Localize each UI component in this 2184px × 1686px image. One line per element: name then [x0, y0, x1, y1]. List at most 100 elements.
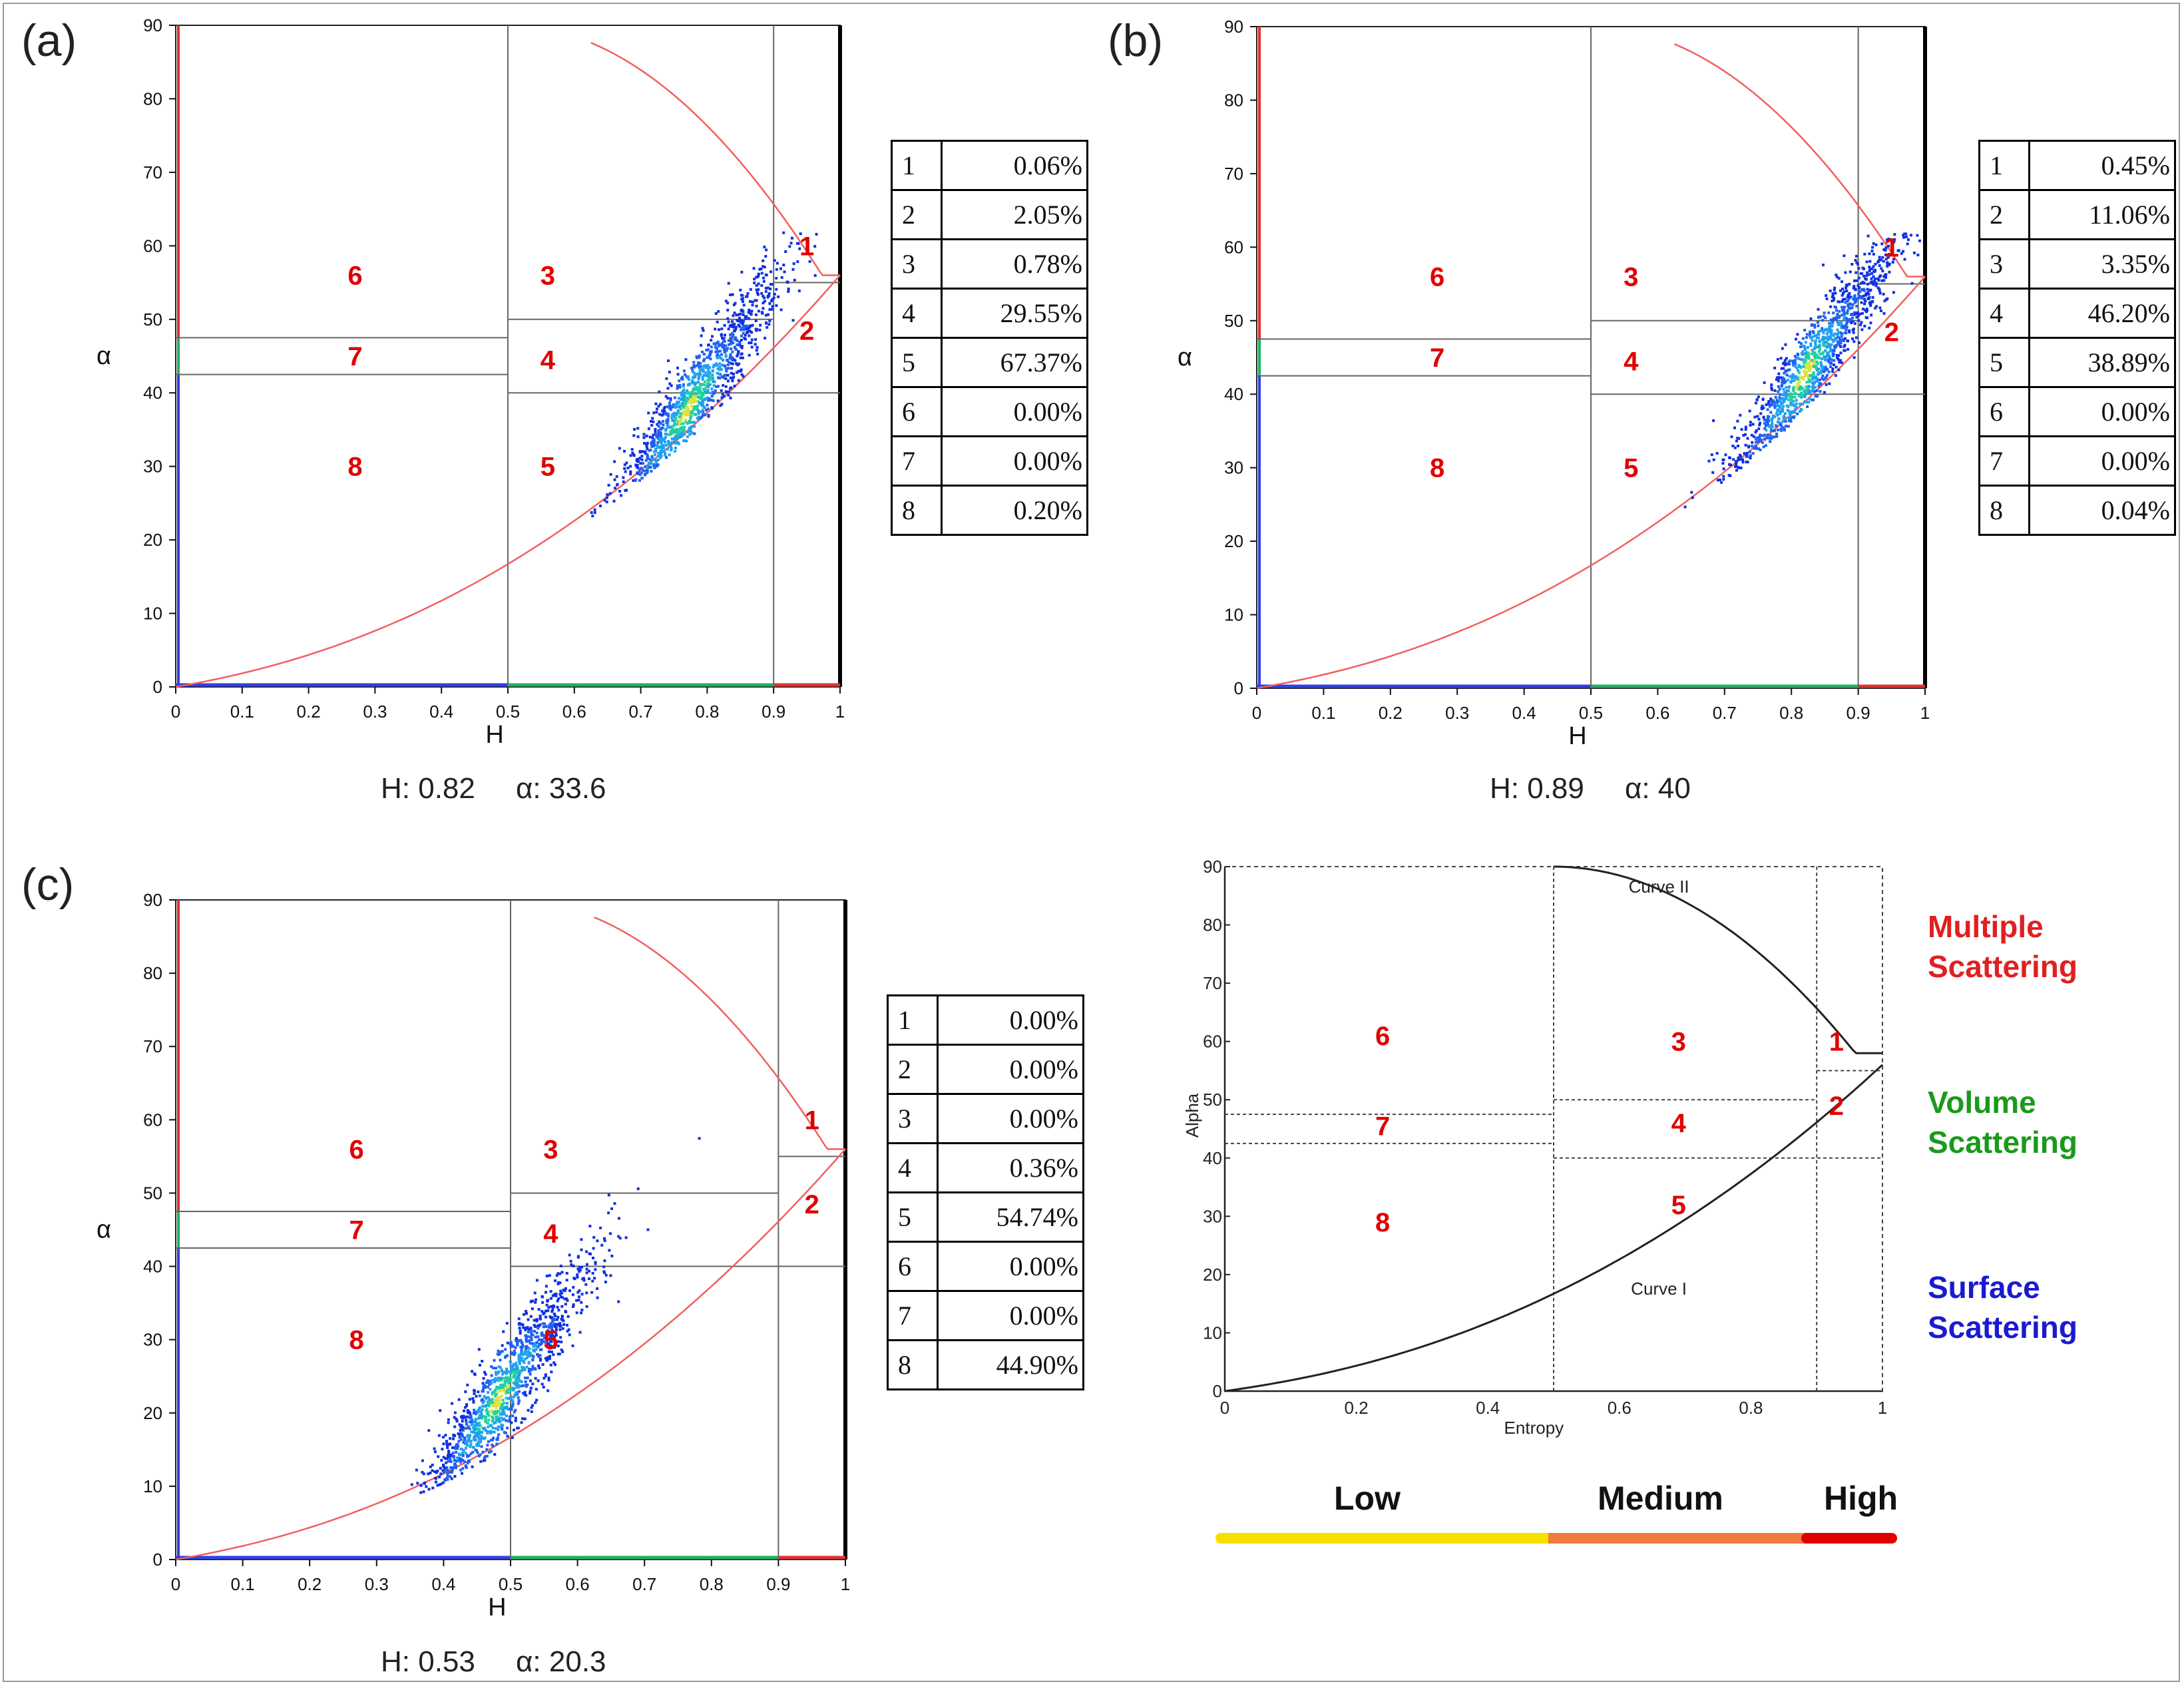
scatter-point: [664, 395, 668, 398]
panel-c-ytick-label: 80: [143, 963, 162, 983]
scatter-point: [546, 1342, 549, 1345]
scatter-point: [757, 275, 760, 278]
scatter-point: [503, 1370, 507, 1374]
scatter-point: [642, 433, 646, 436]
scatter-point: [477, 1454, 481, 1458]
legend-multiple-line1: Multiple: [1928, 909, 2044, 944]
scatter-point: [1870, 314, 1873, 317]
scatter-point: [658, 437, 662, 441]
scatter-point: [533, 1319, 536, 1322]
scatter-point: [692, 400, 696, 403]
scatter-point: [1786, 395, 1789, 398]
scatter-point: [684, 399, 687, 403]
scatter-point: [516, 1341, 519, 1344]
scatter-point: [564, 1303, 567, 1306]
zone-percentage: 44.90%: [937, 1339, 1084, 1390]
scatter-point: [638, 450, 642, 453]
scatter-point: [1886, 256, 1890, 259]
scatter-point: [1777, 429, 1780, 431]
panel-c-ytick-label: 20: [143, 1403, 162, 1423]
scatter-point: [557, 1309, 560, 1312]
scatter-point: [1874, 282, 1878, 285]
scatter-point: [1811, 359, 1814, 362]
scatter-point: [1747, 445, 1751, 448]
scatter-point: [668, 433, 671, 437]
scatter-point: [509, 1395, 513, 1398]
scatter-point: [1791, 399, 1794, 402]
scatter-point: [646, 447, 649, 451]
scatter-point: [525, 1336, 528, 1339]
scatter-point: [701, 375, 704, 379]
ref-xtick-label: 0.2: [1345, 1398, 1369, 1418]
scatter-point: [507, 1420, 511, 1423]
scatter-point: [478, 1394, 481, 1398]
scatter-point: [1827, 360, 1831, 363]
scatter-point: [1906, 242, 1909, 246]
scatter-point: [741, 322, 744, 325]
scatter-point: [1819, 315, 1822, 318]
scatter-point: [1825, 297, 1829, 300]
scatter-point: [751, 323, 754, 327]
scatter-point: [483, 1436, 487, 1439]
scatter-point: [1869, 304, 1872, 308]
scatter-point: [477, 1440, 481, 1443]
scatter-point: [716, 399, 720, 403]
scatter-point: [656, 437, 660, 440]
scatter-point: [721, 337, 724, 339]
scatter-point: [1853, 322, 1856, 325]
scatter-point: [511, 1398, 514, 1402]
scatter-point: [448, 1471, 451, 1474]
scatter-point: [1853, 298, 1856, 301]
scatter-point: [512, 1363, 515, 1366]
scatter-point: [1789, 415, 1793, 419]
panel-b-xtick-label: 0.7: [1713, 703, 1737, 723]
scatter-point: [1829, 325, 1833, 327]
scatter-point: [585, 1263, 588, 1266]
scatter-point: [441, 1448, 444, 1451]
scatter-point: [585, 1250, 588, 1253]
scatter-point: [564, 1297, 568, 1301]
scatter-point: [494, 1388, 497, 1392]
scatter-point: [548, 1344, 552, 1347]
scatter-point: [497, 1376, 500, 1380]
scatter-point: [567, 1328, 570, 1331]
scatter-point: [644, 452, 647, 455]
scatter-point: [721, 358, 724, 361]
scatter-point: [692, 364, 696, 367]
scatter-point: [694, 381, 698, 385]
scatter-point: [682, 406, 685, 409]
scatter-point: [737, 350, 740, 353]
scatter-point: [1809, 369, 1811, 372]
scatter-point: [696, 356, 698, 359]
scatter-point: [437, 1455, 440, 1458]
scatter-point: [521, 1353, 525, 1356]
scatter-point: [1809, 374, 1812, 377]
zone-number: 5: [1978, 337, 2030, 388]
scatter-point: [1836, 333, 1839, 336]
scatter-point: [705, 409, 708, 412]
legend-volume-scattering: Volume Scattering: [1928, 1082, 2077, 1162]
scatter-point: [771, 298, 774, 301]
scatter-point: [765, 321, 767, 325]
ref-region-5: 5: [1671, 1191, 1686, 1220]
scatter-point: [1839, 351, 1843, 355]
scatter-point: [661, 409, 664, 413]
scatter-point: [653, 453, 656, 457]
scatter-point: [508, 1378, 511, 1380]
scatter-point: [555, 1318, 558, 1321]
scatter-point: [521, 1350, 524, 1353]
scatter-point: [1815, 361, 1818, 364]
scatter-point: [688, 433, 692, 436]
panel-b-region-5: 5: [1624, 454, 1638, 483]
panel-a-ytick-label: 0: [153, 677, 162, 697]
scatter-point: [489, 1388, 492, 1391]
scatter-point: [676, 428, 680, 431]
scatter-point: [1793, 395, 1797, 399]
panel-c-xtick-label: 0: [171, 1574, 180, 1594]
scatter-point: [1769, 411, 1773, 414]
scatter-point: [673, 406, 676, 409]
scatter-point: [681, 405, 684, 408]
scatter-point: [1773, 435, 1776, 439]
scatter-point: [508, 1418, 511, 1422]
scatter-point: [696, 394, 699, 397]
